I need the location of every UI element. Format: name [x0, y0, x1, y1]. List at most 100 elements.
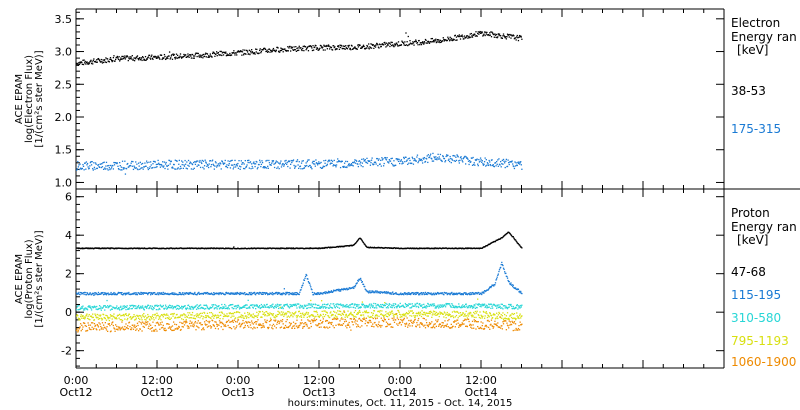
electron-point-1 — [413, 158, 416, 160]
electron-point-1 — [492, 164, 494, 166]
electron-point-1 — [211, 159, 214, 161]
electron-point-0 — [394, 45, 396, 47]
proton-point-2 — [406, 304, 408, 306]
proton-point-1 — [410, 293, 412, 295]
electron-point-1 — [209, 159, 211, 162]
proton-point-2 — [290, 304, 292, 306]
electron-point-0 — [446, 39, 448, 42]
proton-point-3 — [400, 314, 402, 316]
proton-point-3 — [335, 316, 337, 318]
proton-point-1 — [404, 293, 407, 295]
proton-point-1 — [388, 292, 390, 294]
electron-point-1 — [261, 161, 264, 164]
proton-point-1 — [384, 291, 386, 293]
proton-point-3 — [217, 314, 219, 316]
proton-point-2 — [420, 305, 423, 307]
proton-point-1 — [385, 291, 388, 293]
electron-point-1 — [445, 155, 447, 158]
proton-point-2 — [512, 305, 514, 308]
electron-point-0 — [462, 36, 464, 38]
proton-point-1 — [451, 291, 453, 294]
electron-point-1 — [335, 166, 337, 168]
proton-point-2 — [260, 303, 263, 306]
proton-point-1 — [340, 289, 342, 291]
proton-point-3 — [465, 310, 467, 313]
proton-point-3 — [108, 316, 110, 319]
proton-point-2 — [81, 307, 84, 309]
electron-point-1 — [388, 159, 390, 161]
proton-point-1 — [299, 291, 301, 293]
electron-point-0 — [301, 49, 303, 52]
proton-point-3 — [276, 315, 278, 318]
proton-point-3 — [90, 315, 93, 317]
electron-point-0 — [361, 47, 364, 49]
proton-point-2 — [283, 304, 285, 306]
proton-point-3 — [468, 312, 470, 314]
electron-point-0 — [180, 57, 183, 59]
proton-ylabel-line2: log(Proton Flux) — [24, 239, 35, 318]
proton-point-2 — [444, 304, 446, 306]
proton-point-2 — [392, 303, 395, 305]
proton-point-3 — [277, 310, 279, 313]
proton-point-2 — [442, 305, 444, 308]
electron-point-0 — [448, 40, 451, 42]
proton-point-3 — [110, 315, 113, 317]
electron-point-0 — [369, 47, 372, 49]
proton-point-2 — [237, 304, 240, 307]
electron-point-1 — [191, 163, 193, 165]
proton-point-4 — [124, 328, 127, 330]
electron-point-1 — [345, 160, 347, 163]
electron-point-1 — [133, 166, 136, 168]
proton-point-3 — [466, 315, 468, 317]
electron-point-0 — [190, 55, 192, 57]
proton-point-2 — [144, 306, 146, 308]
proton-point-3 — [430, 310, 432, 313]
proton-point-2 — [438, 307, 440, 309]
electron-point-1 — [155, 166, 157, 169]
proton-point-3 — [452, 316, 455, 319]
proton-point-1 — [116, 293, 119, 295]
proton-point-3 — [199, 312, 202, 315]
proton-point-2 — [319, 306, 321, 308]
electron-point-1 — [255, 163, 257, 165]
electron-point-1 — [200, 161, 202, 163]
electron-point-0 — [170, 55, 172, 57]
electron-point-0 — [334, 48, 337, 51]
electron-point-0 — [296, 49, 299, 52]
proton-point-1 — [76, 292, 78, 294]
proton-point-3 — [162, 314, 164, 316]
electron-point-0 — [327, 45, 329, 47]
electron-point-1 — [513, 167, 516, 170]
proton-point-2 — [131, 304, 133, 307]
proton-point-3 — [215, 315, 217, 317]
proton-point-3 — [202, 318, 204, 320]
electron-point-1 — [113, 164, 116, 166]
proton-point-3 — [186, 315, 188, 318]
electron-point-1 — [220, 163, 222, 165]
proton-point-2 — [368, 304, 370, 306]
proton-point-3 — [280, 311, 283, 313]
proton-point-3 — [211, 315, 213, 318]
proton-point-1 — [377, 292, 379, 294]
proton-point-3 — [302, 312, 304, 314]
electron-point-1 — [508, 163, 510, 166]
proton-point-1 — [374, 290, 377, 292]
proton-point-2 — [353, 304, 355, 306]
proton-point-3 — [337, 310, 339, 312]
electron-point-1 — [383, 162, 385, 165]
proton-point-3 — [296, 315, 299, 317]
electron-point-0 — [434, 39, 436, 41]
proton-point-3 — [333, 316, 335, 319]
proton-point-3 — [236, 311, 238, 313]
electron-point-1 — [290, 163, 292, 165]
electron-point-1 — [260, 163, 263, 166]
proton-point-2 — [150, 305, 152, 307]
proton-point-1 — [420, 292, 422, 295]
electron-point-0 — [217, 52, 219, 54]
proton-point-3 — [164, 317, 167, 320]
proton-point-3 — [471, 316, 473, 318]
electron-point-0 — [110, 58, 112, 61]
proton-point-2 — [203, 304, 205, 306]
proton-point-2 — [148, 307, 151, 309]
electron-point-1 — [441, 160, 443, 163]
